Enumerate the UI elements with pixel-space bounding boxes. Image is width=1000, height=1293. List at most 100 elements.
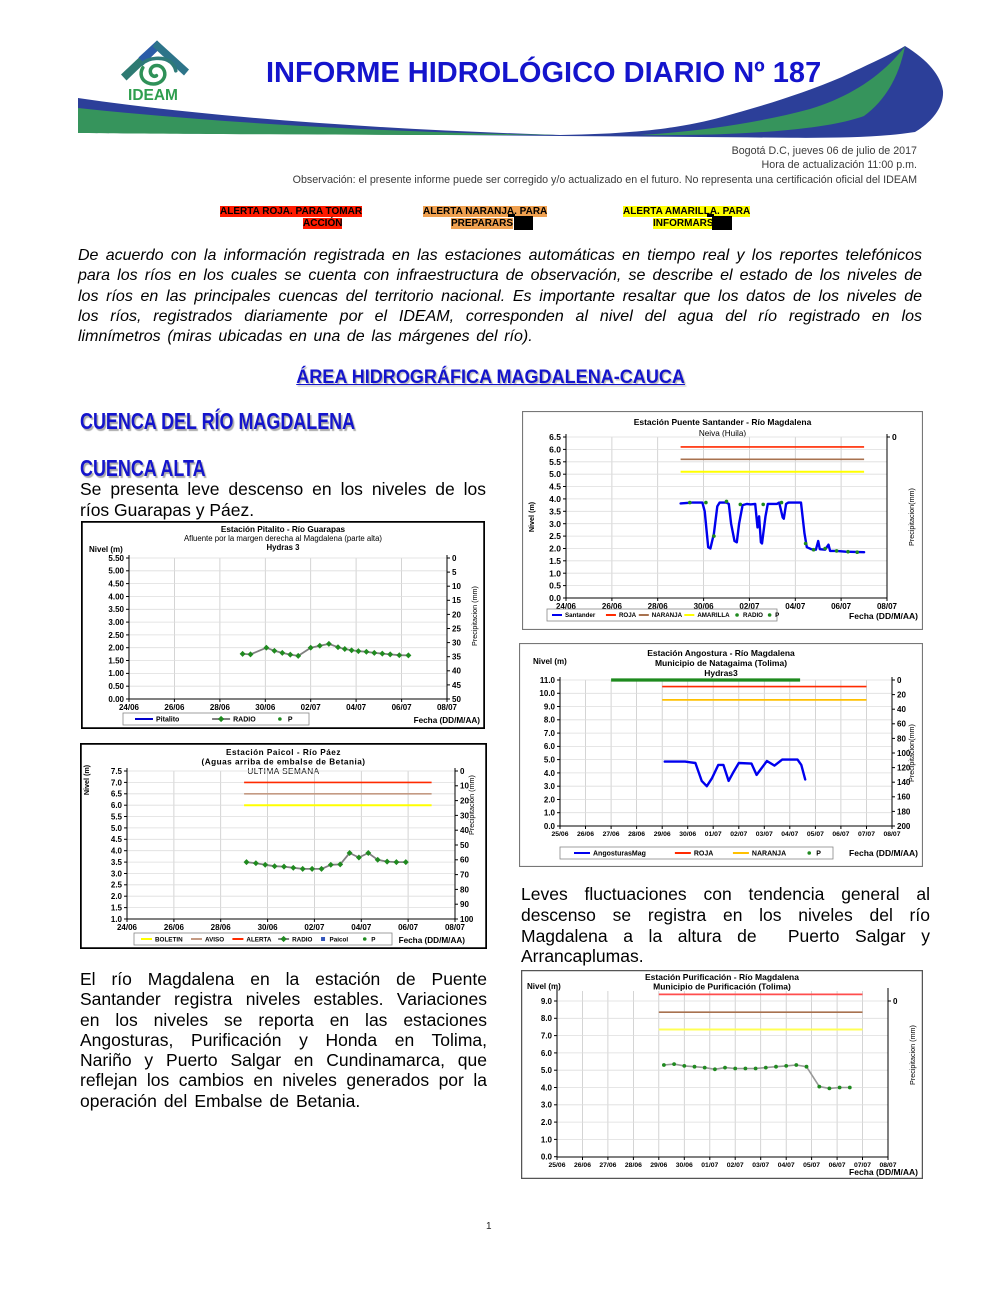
svg-text:160: 160 (897, 793, 911, 802)
svg-text:02/07: 02/07 (730, 831, 747, 838)
svg-text:Santander: Santander (565, 612, 596, 619)
svg-text:3.0: 3.0 (541, 1101, 553, 1110)
svg-text:7.0: 7.0 (111, 778, 123, 787)
svg-text:Nivel (m): Nivel (m) (82, 764, 91, 795)
svg-text:1.0: 1.0 (549, 568, 561, 578)
svg-text:50: 50 (452, 695, 461, 704)
svg-text:27/06: 27/06 (603, 831, 620, 838)
svg-text:4.5: 4.5 (549, 482, 561, 492)
svg-text:5.0: 5.0 (549, 469, 561, 479)
svg-text:Fecha (DD/M/AA): Fecha (DD/M/AA) (849, 611, 918, 621)
svg-text:4.0: 4.0 (111, 847, 123, 856)
svg-text:60: 60 (897, 720, 906, 729)
svg-text:50: 50 (460, 841, 469, 850)
svg-text:ALERTA: ALERTA (246, 936, 272, 943)
svg-text:5.0: 5.0 (544, 756, 556, 765)
svg-text:04/07: 04/07 (351, 923, 372, 932)
svg-text:6.5: 6.5 (549, 432, 561, 442)
svg-text:RADIO: RADIO (233, 717, 256, 724)
svg-text:28/06: 28/06 (211, 923, 232, 932)
svg-text:25/06: 25/06 (551, 831, 568, 838)
svg-text:30/06: 30/06 (258, 923, 279, 932)
svg-text:80: 80 (897, 734, 906, 743)
svg-text:Nivel (m): Nivel (m) (527, 982, 561, 991)
svg-text:11.0: 11.0 (540, 676, 556, 685)
svg-text:30: 30 (452, 639, 461, 648)
svg-text:P: P (371, 936, 375, 943)
svg-text:4.5: 4.5 (111, 835, 123, 844)
svg-text:1.5: 1.5 (111, 904, 123, 913)
svg-text:180: 180 (897, 807, 911, 816)
svg-text:24/06: 24/06 (119, 703, 140, 712)
svg-text:5.5: 5.5 (111, 812, 123, 821)
svg-text:7.0: 7.0 (541, 1032, 553, 1041)
svg-text:Fecha (DD/M/AA): Fecha (DD/M/AA) (849, 1167, 918, 1177)
svg-text:AngosturasMag: AngosturasMag (593, 851, 646, 858)
svg-text:Hydras 3: Hydras 3 (267, 543, 301, 552)
svg-text:100: 100 (460, 915, 474, 924)
svg-text:2.0: 2.0 (541, 1118, 553, 1127)
svg-text:0: 0 (460, 767, 465, 776)
svg-text:4.0: 4.0 (541, 1083, 553, 1092)
svg-text:06/07: 06/07 (392, 703, 413, 712)
svg-text:4.50: 4.50 (108, 580, 124, 589)
svg-text:Municipio de Purificación (Tol: Municipio de Purificación (Tolima) (653, 982, 791, 992)
svg-text:Neiva (Huila): Neiva (Huila) (699, 429, 747, 438)
svg-text:4.0: 4.0 (544, 769, 556, 778)
svg-text:1.00: 1.00 (108, 669, 124, 678)
svg-text:30/06: 30/06 (676, 1162, 693, 1169)
svg-text:08/07: 08/07 (883, 831, 900, 838)
svg-text:2.00: 2.00 (108, 644, 124, 653)
svg-text:5.00: 5.00 (108, 567, 124, 576)
svg-text:7.5: 7.5 (111, 767, 123, 776)
svg-text:0: 0 (897, 676, 902, 685)
svg-text:26/06: 26/06 (164, 703, 185, 712)
svg-text:27/06: 27/06 (599, 1162, 616, 1169)
svg-text:2.0: 2.0 (111, 892, 123, 901)
svg-text:06/07: 06/07 (398, 923, 419, 932)
svg-text:6.0: 6.0 (541, 1049, 553, 1058)
svg-text:Nivel (m): Nivel (m) (533, 657, 567, 666)
svg-text:06/07: 06/07 (831, 602, 852, 611)
svg-text:BOLETIN: BOLETIN (155, 936, 183, 943)
svg-text:4.00: 4.00 (108, 592, 124, 601)
svg-text:NARANJA: NARANJA (752, 851, 786, 858)
svg-text:100: 100 (897, 749, 911, 758)
svg-text:25: 25 (452, 624, 461, 633)
svg-text:0.0: 0.0 (541, 1153, 553, 1162)
svg-text:P: P (775, 612, 779, 619)
svg-text:200: 200 (897, 822, 911, 831)
svg-text:5.0: 5.0 (541, 1066, 553, 1075)
svg-text:1.0: 1.0 (541, 1135, 553, 1144)
svg-text:RADIO: RADIO (743, 612, 763, 619)
svg-text:RADIO: RADIO (292, 936, 312, 943)
svg-text:0.50: 0.50 (108, 682, 124, 691)
svg-text:04/07: 04/07 (785, 602, 806, 611)
svg-text:2.5: 2.5 (549, 531, 561, 541)
svg-text:26/06: 26/06 (164, 923, 185, 932)
svg-text:08/07: 08/07 (879, 1162, 896, 1169)
svg-text:28/06: 28/06 (648, 602, 669, 611)
svg-text:Estación Pitalito - Río Guara: Estación Pitalito - Río Guarapas (221, 525, 346, 534)
svg-text:3.0: 3.0 (544, 782, 556, 791)
svg-text:3.5: 3.5 (111, 858, 123, 867)
svg-text:3.0: 3.0 (111, 869, 123, 878)
svg-text:08/07: 08/07 (437, 703, 458, 712)
svg-text:2.50: 2.50 (108, 631, 124, 640)
svg-text:60: 60 (460, 856, 469, 865)
svg-text:40: 40 (897, 705, 906, 714)
svg-text:3.00: 3.00 (108, 618, 124, 627)
svg-text:02/07: 02/07 (739, 602, 760, 611)
svg-text:5: 5 (452, 568, 457, 577)
svg-text:ROJA: ROJA (619, 612, 637, 619)
svg-text:01/07: 01/07 (701, 1162, 718, 1169)
svg-text:2.0: 2.0 (549, 544, 561, 554)
svg-text:120: 120 (897, 764, 911, 773)
svg-text:Fecha (DD/M/AA): Fecha (DD/M/AA) (399, 936, 466, 945)
svg-text:7.0: 7.0 (544, 729, 556, 738)
svg-text:Precipitacion (mm): Precipitacion (mm) (470, 586, 479, 646)
svg-text:45: 45 (452, 681, 461, 690)
svg-text:0.0: 0.0 (544, 822, 556, 831)
svg-text:1.5: 1.5 (549, 556, 561, 566)
svg-text:0.0: 0.0 (549, 593, 561, 603)
